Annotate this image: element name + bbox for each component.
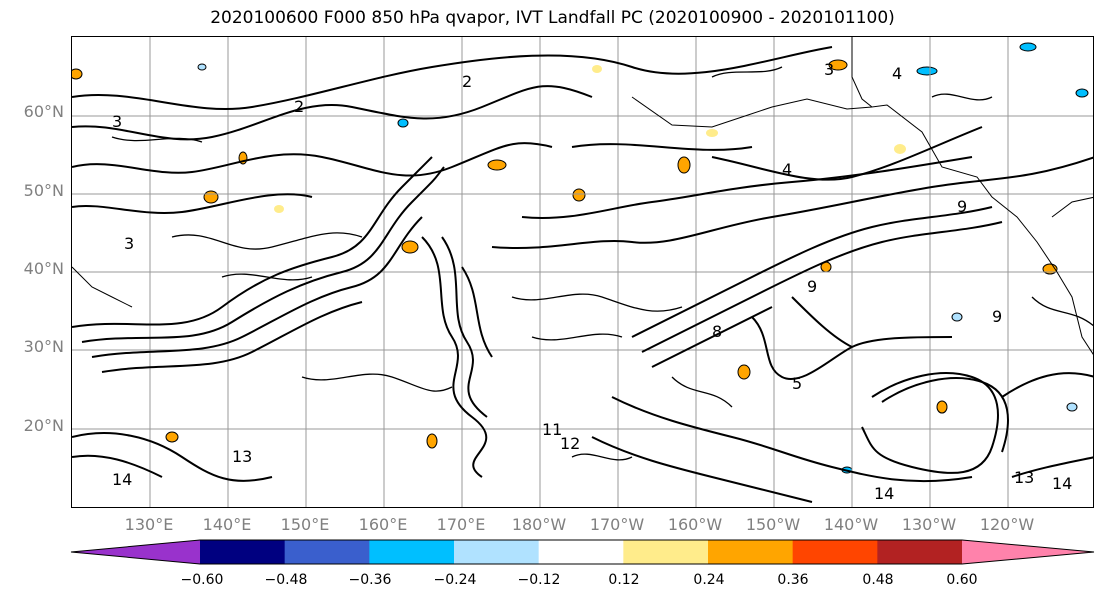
anomaly-fill-negative (197, 42, 1089, 474)
contour-label: 14 (112, 470, 132, 489)
contour-label: 13 (232, 447, 252, 466)
lat-label-20n: 20°N (23, 416, 64, 435)
colorbar-tick-label: 0.36 (777, 572, 809, 588)
colorbar-segment (708, 540, 794, 564)
colorbar-segment (623, 540, 709, 564)
colorbar (70, 539, 1096, 569)
map-panel: 2 2 3 3 3 4 4 5 8 9 9 9 11 12 13 13 14 1… (71, 36, 1094, 508)
colorbar-tick-label: −0.36 (348, 572, 392, 588)
lat-label-30n: 30°N (23, 337, 64, 356)
contour-label: 8 (712, 322, 722, 341)
colorbar-tick-label: 0.24 (693, 572, 725, 588)
lon-label: 130°W (901, 515, 957, 534)
lon-label: 160°E (358, 515, 408, 534)
contour-label: 2 (294, 97, 304, 116)
qvapor-contours-thin (111, 66, 1093, 461)
figure-title: 2020100600 F000 850 hPa qvapor, IVT Land… (210, 8, 895, 28)
lat-label-50n: 50°N (23, 181, 64, 200)
lon-label: 150°W (745, 515, 801, 534)
contour-label: 9 (807, 277, 817, 296)
colorbar-segment (369, 540, 455, 564)
colorbar-tick-label: −0.60 (180, 572, 224, 588)
lat-label-40n: 40°N (23, 259, 64, 278)
lon-label: 170°W (589, 515, 645, 534)
colorbar-graphic (70, 539, 1095, 565)
contour-label: 9 (957, 197, 967, 216)
colorbar-segment (877, 540, 963, 564)
anomaly-fill-positive (72, 59, 1058, 449)
colorbar-extend-high (962, 540, 1094, 564)
contour-label: 4 (892, 64, 902, 83)
contour-label: 3 (112, 112, 122, 131)
colorbar-tick-label: −0.48 (264, 572, 308, 588)
contour-label: 14 (1052, 474, 1072, 493)
contour-label: 13 (1014, 468, 1034, 487)
qvapor-contours (72, 46, 1093, 503)
colorbar-tick-label: −0.12 (517, 572, 561, 588)
colorbar-segment (284, 540, 370, 564)
contour-labels: 2 2 3 3 3 4 4 5 8 9 9 9 11 12 13 13 14 1… (112, 60, 1072, 503)
contour-label: 12 (560, 434, 580, 453)
colorbar-outline (70, 539, 1095, 565)
lon-label: 160°W (667, 515, 723, 534)
colorbar-extend-low (71, 540, 200, 564)
lon-label: 180°W (511, 515, 567, 534)
map-canvas: 2 2 3 3 3 4 4 5 8 9 9 9 11 12 13 13 14 1… (72, 37, 1093, 507)
lon-label: 170°E (436, 515, 486, 534)
contour-label: 11 (542, 420, 562, 439)
lon-label: 150°E (280, 515, 330, 534)
lon-label: 120°W (979, 515, 1035, 534)
graticule (72, 37, 1093, 507)
colorbar-tick-label: 0.12 (608, 572, 640, 588)
lat-label-60n: 60°N (23, 102, 64, 121)
colorbar-segment (454, 540, 540, 564)
lon-label: 140°E (202, 515, 252, 534)
contour-label: 4 (782, 160, 792, 179)
colorbar-tick-label: 0.60 (946, 572, 978, 588)
contour-label: 3 (124, 234, 134, 253)
colorbar-segment (538, 540, 624, 564)
lon-label: 130°E (124, 515, 174, 534)
lon-label: 140°W (823, 515, 879, 534)
colorbar-tick-label: 0.48 (862, 572, 894, 588)
colorbar-segment (200, 540, 286, 564)
contour-label: 5 (792, 374, 802, 393)
contour-label: 14 (874, 484, 894, 503)
contour-label: 3 (824, 60, 834, 79)
contour-label: 2 (462, 72, 472, 91)
coastlines (72, 37, 1093, 355)
colorbar-segment (792, 540, 878, 564)
contour-label: 9 (992, 307, 1002, 326)
colorbar-tick-label: −0.24 (433, 572, 477, 588)
